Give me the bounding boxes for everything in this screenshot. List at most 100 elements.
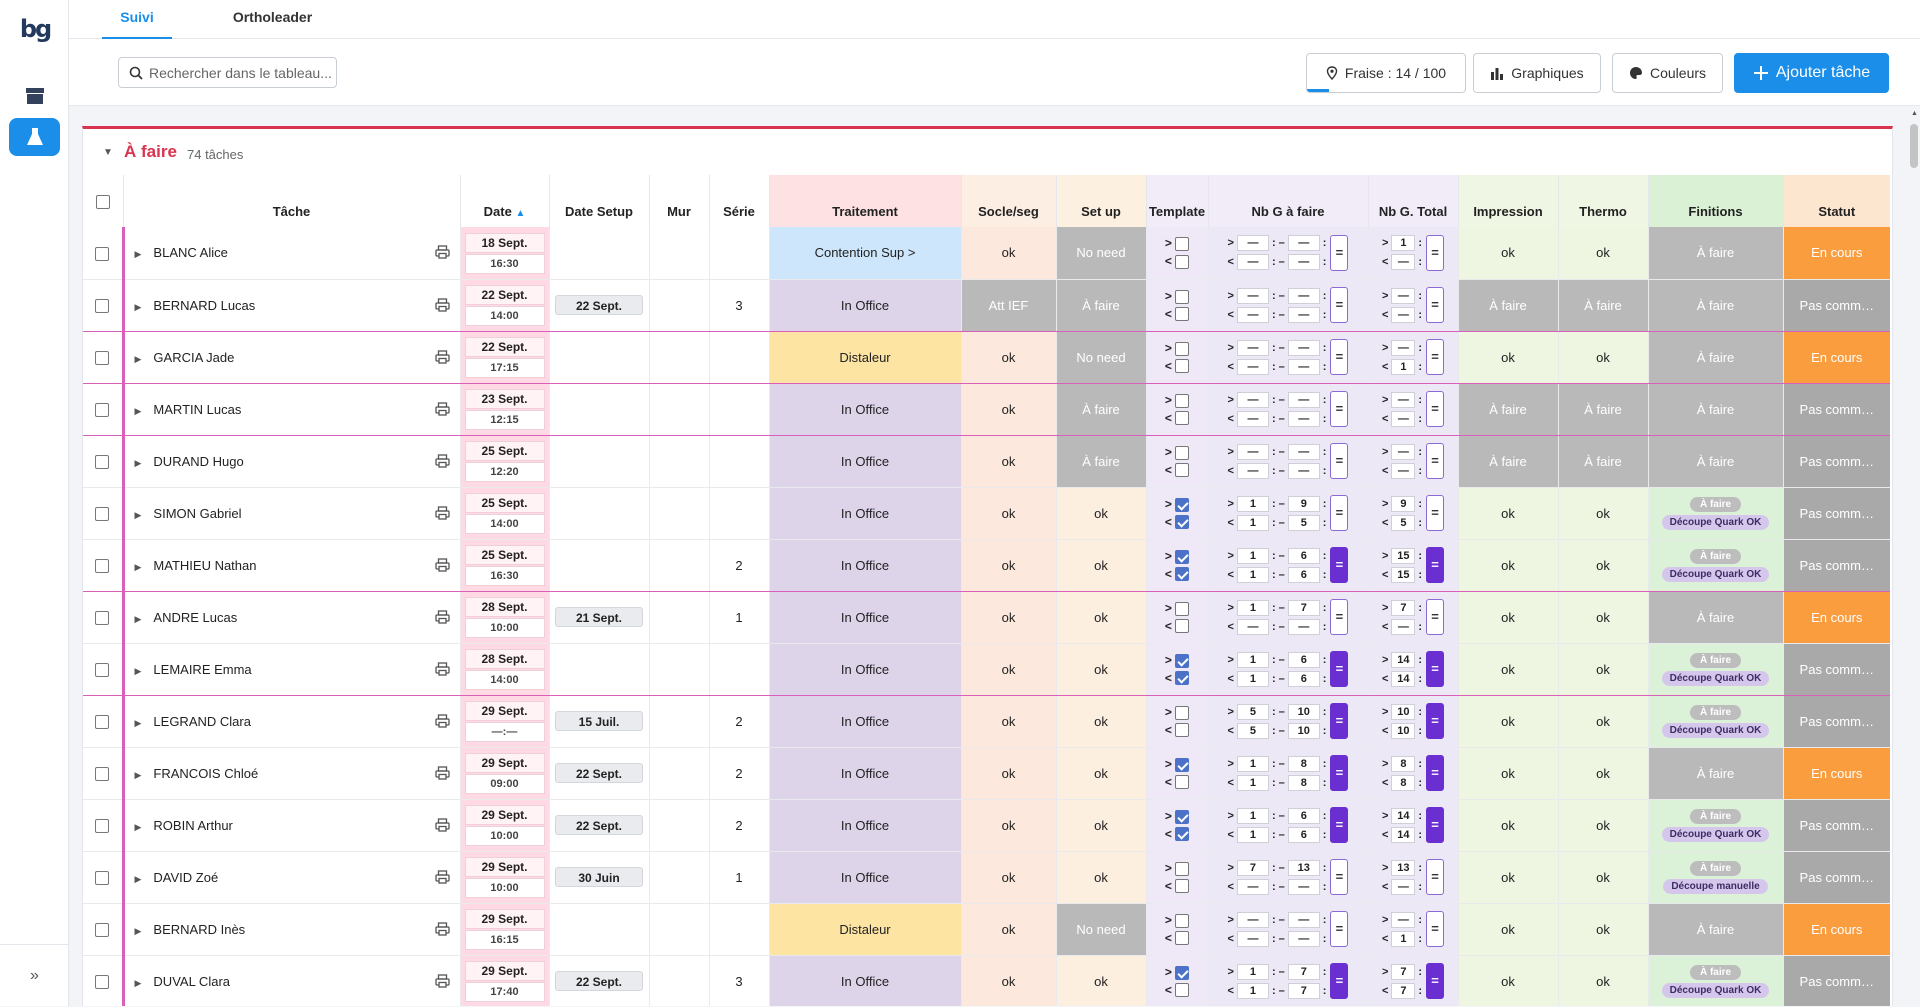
- table-row[interactable]: ▶ DUVAL Clara 29 Sept. 17:40 22 Sept. 3 I…: [83, 955, 1890, 1006]
- date-setup-cell[interactable]: [548, 435, 649, 488]
- table-row[interactable]: ▶ LEGRAND Clara 29 Sept. —:— 15 Juil. 2 I…: [83, 695, 1890, 748]
- task-cell[interactable]: ▶ BLANC Alice: [121, 227, 460, 280]
- thermo-cell[interactable]: ok: [1557, 747, 1648, 800]
- mur-cell[interactable]: [648, 799, 709, 852]
- traitement-cell[interactable]: In Office: [768, 539, 961, 592]
- col-nbg-afaire[interactable]: Nb G à faire: [1207, 175, 1368, 227]
- total-input-bottom[interactable]: 7: [1391, 982, 1416, 999]
- total-input-bottom[interactable]: —: [1391, 618, 1416, 635]
- row-checkbox[interactable]: [95, 246, 110, 261]
- serie-cell[interactable]: [708, 903, 769, 956]
- equal-toggle-button[interactable]: =: [1426, 339, 1445, 375]
- nbg-input-2[interactable]: —: [1287, 287, 1320, 304]
- collapse-group-icon[interactable]: ▼: [103, 147, 113, 158]
- template-bottom-checkbox[interactable]: [1175, 827, 1190, 842]
- nbg-input-4[interactable]: —: [1287, 358, 1320, 375]
- traitement-cell[interactable]: Contention Sup >: [768, 227, 961, 280]
- task-cell[interactable]: ▶ DAVID Zoé: [121, 851, 460, 904]
- impression-cell[interactable]: ok: [1457, 539, 1558, 592]
- total-input-top[interactable]: 14: [1391, 651, 1416, 668]
- nbg-input-1[interactable]: 1: [1236, 495, 1269, 512]
- table-row[interactable]: ▶ MATHIEU Nathan 25 Sept. 16:30 2 In Offi…: [83, 539, 1890, 592]
- template-bottom-checkbox[interactable]: [1175, 723, 1190, 738]
- table-row[interactable]: ▶ LEMAIRE Emma 28 Sept. 14:00 In Office o…: [83, 643, 1890, 696]
- nbg-input-3[interactable]: —: [1236, 254, 1269, 271]
- printer-icon[interactable]: [434, 349, 450, 364]
- statut-cell[interactable]: Pas comm…: [1782, 487, 1890, 540]
- expand-row-icon[interactable]: ▶: [134, 769, 142, 780]
- total-input-top[interactable]: —: [1391, 391, 1416, 408]
- serie-cell[interactable]: 2: [708, 799, 769, 852]
- statut-cell[interactable]: En cours: [1782, 227, 1890, 280]
- statut-cell[interactable]: En cours: [1782, 591, 1890, 644]
- date-setup-cell[interactable]: 22 Sept.: [548, 279, 649, 332]
- table-row[interactable]: ▶ SIMON Gabriel 25 Sept. 14:00 In Office …: [83, 487, 1890, 540]
- table-row[interactable]: ▶ BERNARD Inès 29 Sept. 16:15 Distaleur o…: [83, 903, 1890, 956]
- serie-cell[interactable]: 2: [708, 695, 769, 748]
- expand-row-icon[interactable]: ▶: [134, 353, 142, 364]
- template-top-checkbox[interactable]: [1175, 289, 1190, 304]
- nbg-input-2[interactable]: —: [1287, 443, 1320, 460]
- nbg-input-4[interactable]: 8: [1287, 774, 1320, 791]
- equal-toggle-button[interactable]: =: [1330, 807, 1349, 843]
- finitions-cell[interactable]: À faire: [1647, 747, 1783, 800]
- mur-cell[interactable]: [648, 539, 709, 592]
- row-checkbox[interactable]: [95, 766, 110, 781]
- socle-cell[interactable]: ok: [960, 747, 1056, 800]
- equal-toggle-button[interactable]: =: [1330, 911, 1349, 947]
- total-input-bottom[interactable]: —: [1391, 306, 1416, 323]
- equal-toggle-button[interactable]: =: [1426, 963, 1445, 999]
- total-input-top[interactable]: 1: [1391, 235, 1416, 252]
- finitions-cell[interactable]: À faire Découpe Quark OK: [1647, 539, 1783, 592]
- nbg-input-2[interactable]: 13: [1287, 859, 1320, 876]
- template-top-checkbox[interactable]: [1175, 445, 1190, 460]
- row-checkbox[interactable]: [95, 506, 110, 521]
- row-checkbox[interactable]: [95, 454, 110, 469]
- nbg-input-3[interactable]: 1: [1236, 670, 1269, 687]
- serie-cell[interactable]: [708, 643, 769, 696]
- table-row[interactable]: ▶ FRANCOIS Chloé 29 Sept. 09:00 22 Sept. …: [83, 747, 1890, 800]
- template-bottom-checkbox[interactable]: [1175, 671, 1190, 686]
- thermo-cell[interactable]: ok: [1557, 643, 1648, 696]
- nbg-input-3[interactable]: 1: [1236, 514, 1269, 531]
- nbg-input-3[interactable]: 1: [1236, 826, 1269, 843]
- impression-cell[interactable]: ok: [1457, 903, 1558, 956]
- finitions-cell[interactable]: À faire Découpe Quark OK: [1647, 799, 1783, 852]
- nbg-input-3[interactable]: 1: [1236, 566, 1269, 583]
- printer-icon[interactable]: [434, 609, 450, 624]
- equal-toggle-button[interactable]: =: [1426, 391, 1445, 427]
- nbg-input-1[interactable]: 1: [1236, 755, 1269, 772]
- nbg-input-3[interactable]: 1: [1236, 774, 1269, 791]
- date-setup-cell[interactable]: [548, 643, 649, 696]
- setup-cell[interactable]: ok: [1055, 747, 1146, 800]
- nbg-input-3[interactable]: —: [1236, 358, 1269, 375]
- equal-toggle-button[interactable]: =: [1426, 287, 1445, 323]
- nbg-input-1[interactable]: —: [1236, 235, 1269, 252]
- nbg-input-4[interactable]: 7: [1287, 982, 1320, 999]
- task-cell[interactable]: ▶ MATHIEU Nathan: [121, 539, 460, 592]
- nbg-input-3[interactable]: —: [1236, 618, 1269, 635]
- nbg-input-3[interactable]: —: [1236, 878, 1269, 895]
- task-cell[interactable]: ▶ ANDRE Lucas: [121, 591, 460, 644]
- total-input-bottom[interactable]: 1: [1391, 930, 1416, 947]
- total-input-bottom[interactable]: —: [1391, 410, 1416, 427]
- total-input-bottom[interactable]: —: [1391, 878, 1416, 895]
- serie-cell[interactable]: 1: [708, 851, 769, 904]
- date-setup-cell[interactable]: 30 Juin: [548, 851, 649, 904]
- impression-cell[interactable]: ok: [1457, 331, 1558, 384]
- expand-row-icon[interactable]: ▶: [134, 249, 142, 260]
- finitions-cell[interactable]: À faire: [1647, 279, 1783, 332]
- setup-cell[interactable]: ok: [1055, 955, 1146, 1006]
- equal-toggle-button[interactable]: =: [1330, 234, 1349, 271]
- total-input-bottom[interactable]: 15: [1391, 566, 1416, 583]
- expand-row-icon[interactable]: ▶: [134, 717, 142, 728]
- nbg-input-1[interactable]: —: [1236, 391, 1269, 408]
- date-setup-cell[interactable]: [548, 903, 649, 956]
- printer-icon[interactable]: [434, 921, 450, 936]
- socle-cell[interactable]: ok: [960, 331, 1056, 384]
- date-cell[interactable]: 29 Sept. 16:15: [459, 903, 549, 956]
- mur-cell[interactable]: [648, 643, 709, 696]
- traitement-cell[interactable]: In Office: [768, 643, 961, 696]
- traitement-cell[interactable]: In Office: [768, 851, 961, 904]
- mur-cell[interactable]: [648, 279, 709, 332]
